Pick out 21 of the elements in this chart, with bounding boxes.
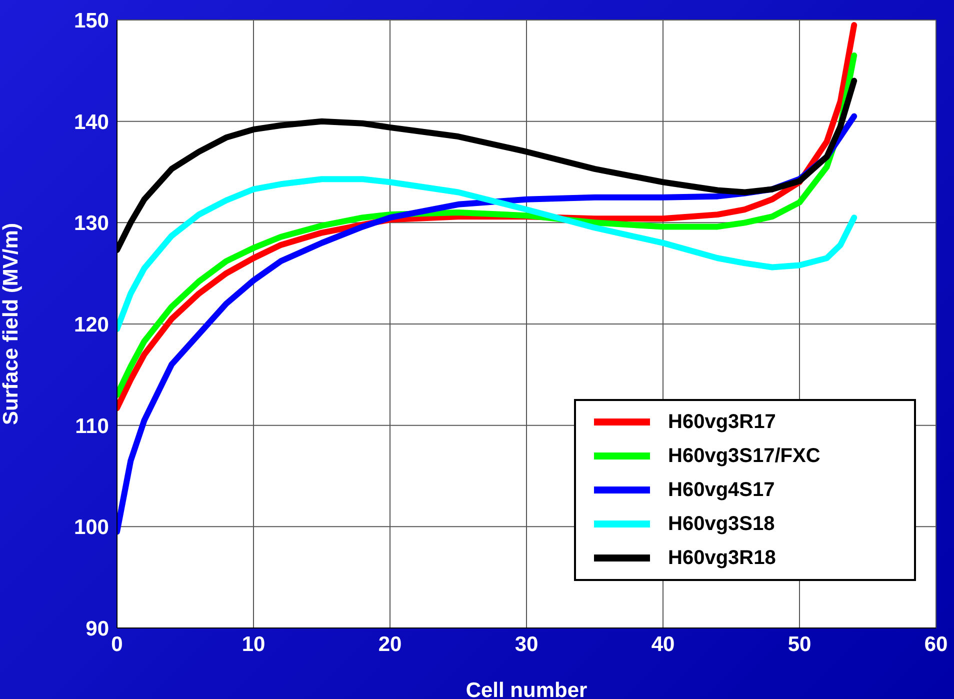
x-tick-label: 30 <box>514 632 538 656</box>
x-tick-label: 20 <box>378 632 402 656</box>
legend-label: H60vg3R18 <box>668 546 776 570</box>
y-tick-label: 130 <box>74 212 109 236</box>
y-tick-label: 110 <box>75 414 109 438</box>
y-tick-label: 150 <box>74 9 109 32</box>
legend-label: H60vg3R17 <box>668 410 776 434</box>
y-tick-label: 140 <box>74 110 109 134</box>
y-tick-label: 100 <box>74 516 109 540</box>
y-tick-label: 120 <box>74 313 109 336</box>
legend-label: H60vg3S18 <box>668 512 775 536</box>
x-tick-label: 50 <box>788 632 812 656</box>
y-axis-title: Surface field (MV/m) <box>0 223 22 425</box>
x-tick-label: 40 <box>651 632 675 656</box>
y-tick-label: 90 <box>86 617 109 640</box>
x-axis-title: Cell number <box>466 679 588 699</box>
x-tick-label: 0 <box>111 632 123 656</box>
legend-label: H60vg4S17 <box>668 478 775 502</box>
x-tick-label: 60 <box>924 632 948 656</box>
x-tick-label: 10 <box>242 632 266 656</box>
legend-label: H60vg3S17/FXC <box>668 444 820 468</box>
